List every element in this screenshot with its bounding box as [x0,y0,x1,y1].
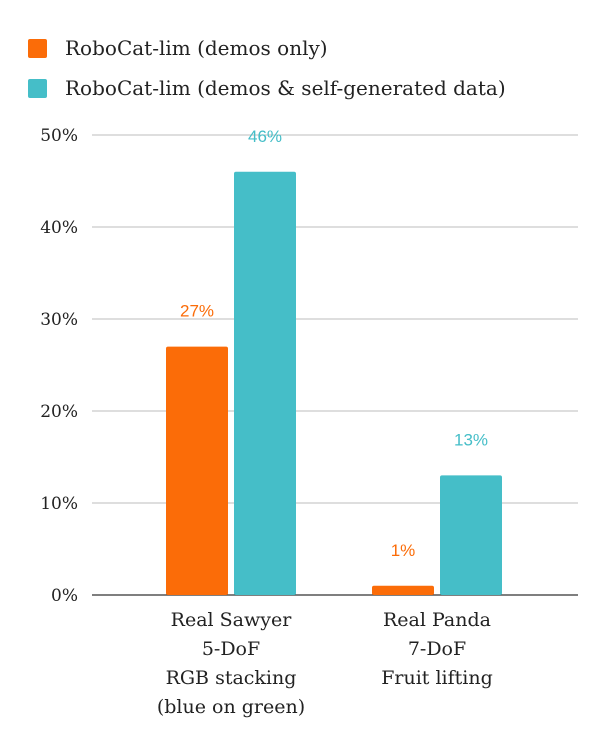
data-label: 13% [454,430,488,449]
y-tick-label: 20% [40,402,78,422]
bar [372,585,434,595]
bar [234,171,296,596]
legend: RoboCat-lim (demos only) RoboCat-lim (de… [28,28,506,108]
x-tick-label: (blue on green) [157,696,305,718]
x-tick-label: 5-DoF [202,638,260,660]
legend-label-demos-only: RoboCat-lim (demos only) [65,36,328,60]
legend-swatch-demos-self-generated [28,78,47,98]
data-label: 27% [180,302,214,321]
legend-item-demos-self-generated: RoboCat-lim (demos & self-generated data… [28,68,506,108]
y-tick-label: 50% [40,126,78,146]
bar [440,475,502,595]
legend-label-demos-self-generated: RoboCat-lim (demos & self-generated data… [65,76,506,100]
y-tick-label: 0% [51,586,78,606]
legend-item-demos-only: RoboCat-lim (demos only) [28,28,506,68]
x-tick-label: Real Sawyer [171,609,293,631]
data-label: 1% [391,541,416,560]
x-tick-label: Fruit lifting [381,667,493,689]
x-tick-label: Real Panda [383,609,491,631]
x-tick-label: RGB stacking [166,667,297,689]
data-label: 46% [248,127,282,146]
y-tick-label: 40% [40,218,78,238]
x-tick-label: 7-DoF [408,638,466,660]
bar [166,346,228,595]
y-tick-label: 10% [40,494,78,514]
y-tick-label: 30% [40,310,78,330]
legend-swatch-demos-only [28,38,47,58]
